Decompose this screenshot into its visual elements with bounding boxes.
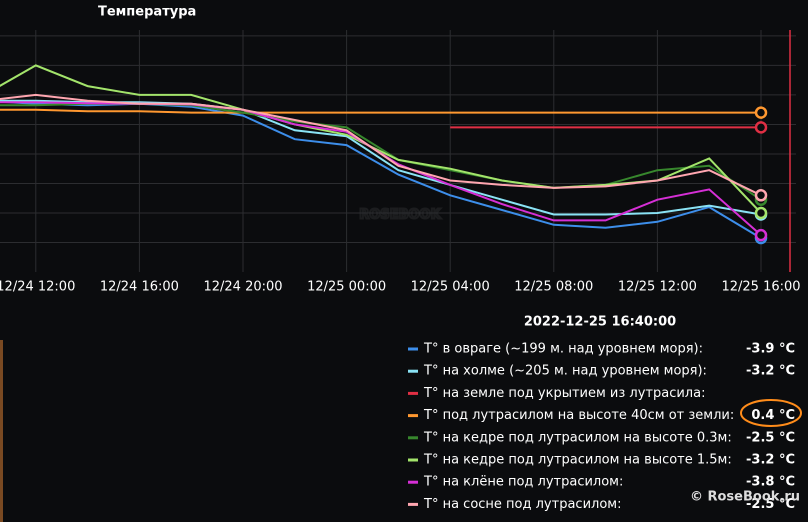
tooltip-time: 2022-12-25 16:40:00 [524, 315, 676, 330]
edge-strip [0, 340, 3, 522]
end-marker [754, 189, 768, 202]
watermark-corner: © RoseBook.ru [690, 490, 800, 505]
tooltip-value: 0.4 °C [751, 408, 795, 423]
legend-label: T° на холме (~205 м. над уровнем моря): [423, 364, 707, 379]
legend-label: T° на кедре под лутрасилом на высоте 1.5… [423, 453, 732, 468]
end-marker [754, 228, 768, 242]
tooltip-value: -2.5 °C [746, 430, 795, 445]
tooltip-value: -2.5 °C [746, 497, 795, 512]
end-marker [754, 206, 768, 220]
watermark: ROSEBOOK [359, 208, 441, 223]
legend-label: T° на земле под укрытием из лутрасила: [423, 386, 705, 401]
x-tick-label: 12/25 08:00 [514, 280, 593, 295]
x-tick-label: 12/25 04:00 [411, 280, 490, 295]
x-tick-label: 12/25 00:00 [307, 280, 386, 295]
chart-title: Температура [98, 5, 196, 20]
tooltip-value: -3.8 °C [746, 475, 795, 490]
x-tick-label: 12/24 12:00 [0, 280, 75, 295]
end-marker [754, 121, 768, 134]
legend-label: T° в овраге (~199 м. над уровнем моря): [423, 342, 703, 357]
tooltip-value: -3.2 °C [746, 364, 795, 379]
x-tick-label: 12/24 16:00 [100, 280, 179, 295]
series-line [0, 108, 761, 114]
end-marker [754, 106, 768, 119]
tooltip-value: -3.2 °C [746, 453, 795, 468]
legend-label: T° на сосне под лутрасилом: [423, 497, 621, 512]
legend-label: T° на клёне под лутрасилом: [423, 475, 623, 490]
x-tick-label: 12/25 12:00 [618, 280, 697, 295]
highlight-ellipse [740, 399, 802, 427]
series-line [0, 93, 762, 197]
legend-label: T° под лутрасилом на высоте 40см от земл… [423, 408, 734, 423]
x-tick-label: 12/24 20:00 [203, 280, 282, 295]
legend-label: T° на кедре под лутрасилом на высоте 0.3… [423, 430, 732, 445]
x-tick-label: 12/25 16:00 [721, 280, 800, 295]
tooltip-value: -3.9 °C [746, 342, 795, 357]
